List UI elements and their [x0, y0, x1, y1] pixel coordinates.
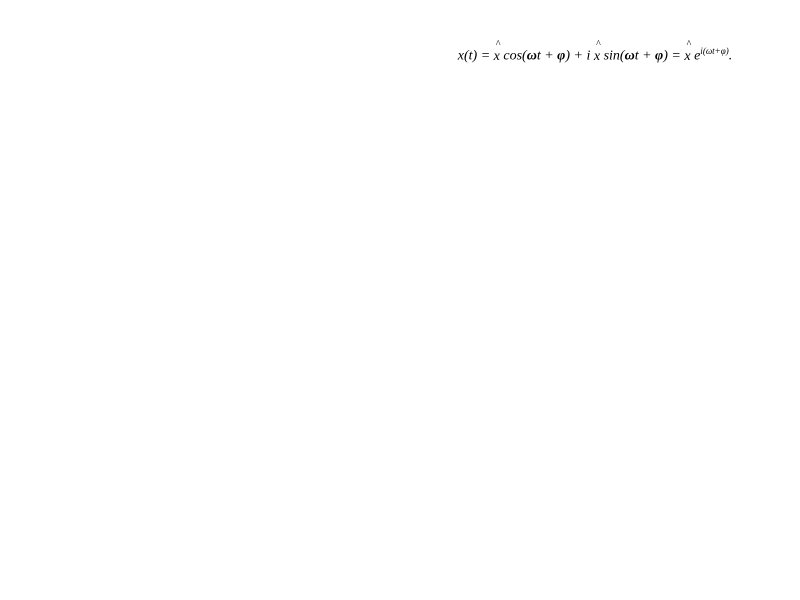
single-freq-chart	[220, 216, 395, 354]
time-domain-chart	[24, 216, 214, 354]
where-label	[400, 232, 790, 246]
amplitude-spectrum-chart	[40, 380, 215, 540]
polyharmonic-chart	[400, 73, 740, 223]
model-block	[400, 232, 790, 246]
complex-equation: x(t) = x cos(ωt + φ) + i x sin(ωt + φ) =…	[400, 46, 790, 65]
page-title	[0, 0, 800, 14]
phasor-sine-diagram	[28, 76, 388, 206]
phase-spectrum-chart	[222, 380, 387, 540]
